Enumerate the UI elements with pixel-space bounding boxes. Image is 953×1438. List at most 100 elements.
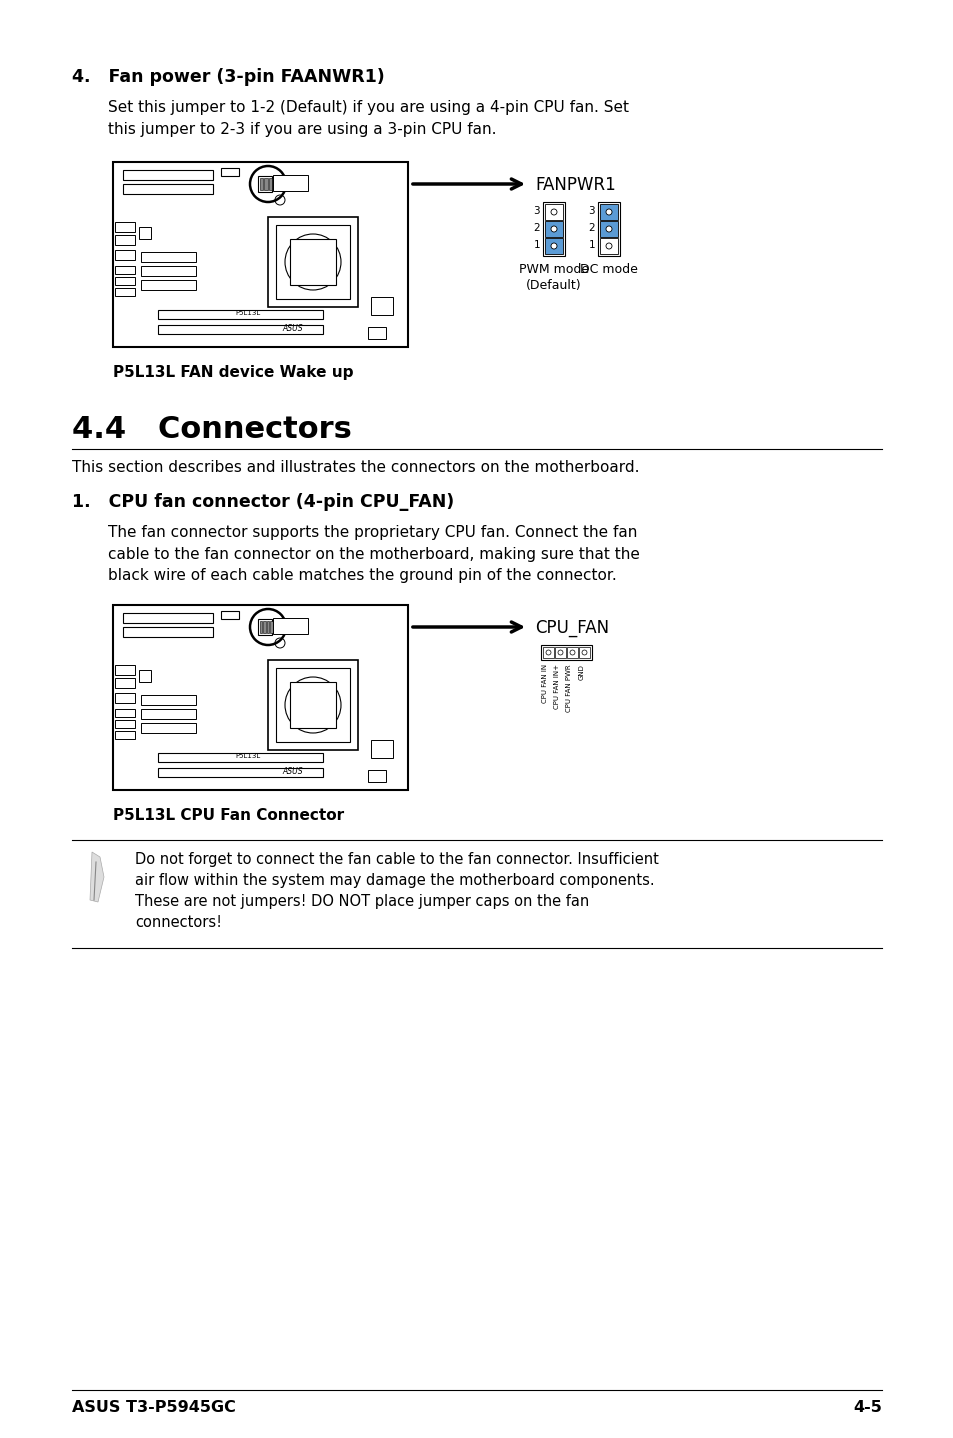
Text: CPU FAN IN+: CPU FAN IN+ [554,664,560,709]
Bar [141,723,195,733]
Bar [139,227,151,239]
Bar [542,201,564,256]
Circle shape [581,650,586,654]
Bar [115,720,135,728]
Text: DC mode: DC mode [579,263,638,276]
Circle shape [605,226,612,232]
Bar [260,621,262,633]
Text: 1: 1 [533,240,539,250]
Bar [115,709,135,718]
Text: This section describes and illustrates the connectors on the motherboard.: This section describes and illustrates t… [71,460,639,475]
Circle shape [569,650,575,654]
Bar [257,618,272,636]
Text: 3: 3 [588,206,595,216]
Circle shape [558,650,562,654]
Text: Set this jumper to 1-2 (Default) if you are using a 4-pin CPU fan. Set
this jump: Set this jumper to 1-2 (Default) if you … [108,101,628,137]
Bar [115,731,135,739]
Text: Do not forget to connect the fan cable to the fan connector. Insufficient
air fl: Do not forget to connect the fan cable t… [135,851,659,930]
Bar [290,239,335,285]
Bar [371,298,393,315]
Circle shape [605,209,612,216]
Bar [115,288,135,296]
Bar [115,234,135,244]
Bar [141,695,195,705]
Text: ASUS T3-P5945GC: ASUS T3-P5945GC [71,1401,235,1415]
Bar [544,221,562,237]
Bar [264,178,268,190]
Bar [599,239,618,255]
Bar [115,664,135,674]
Bar [599,221,618,237]
Bar [123,627,213,637]
Text: 2: 2 [588,223,595,233]
Bar [158,311,323,319]
Text: CPU_FAN: CPU_FAN [535,618,608,637]
Bar [544,239,562,255]
Bar [115,677,135,687]
Text: 2: 2 [533,223,539,233]
Bar [158,754,323,762]
Bar [566,647,578,659]
Bar [141,709,195,719]
Bar [123,613,213,623]
Bar [540,646,592,660]
Bar [267,621,269,633]
Bar [260,178,263,190]
Bar [115,693,135,703]
Bar [371,741,393,758]
Bar [268,660,357,751]
Bar [599,204,618,220]
Bar [273,175,308,191]
Bar [275,669,350,742]
Text: PWM mode
(Default): PWM mode (Default) [518,263,588,292]
Circle shape [551,243,557,249]
Text: 1.   CPU fan connector (4-pin CPU_FAN): 1. CPU fan connector (4-pin CPU_FAN) [71,493,454,510]
Text: ASUS: ASUS [282,766,303,777]
Text: 3: 3 [533,206,539,216]
Bar [115,278,135,285]
Bar [139,670,151,682]
Bar [578,647,589,659]
Text: 1: 1 [588,240,595,250]
Text: CPU FAN PWR: CPU FAN PWR [566,664,572,712]
Text: 4-5: 4-5 [852,1401,882,1415]
Bar [542,647,554,659]
Bar [115,250,135,260]
Bar [273,618,308,634]
Bar [263,621,266,633]
Bar [368,326,386,339]
Bar [141,266,195,276]
Bar [271,621,273,633]
Bar [544,204,562,220]
Bar [221,168,239,175]
Text: P5L13L: P5L13L [235,311,260,316]
Bar [115,221,135,232]
Text: GND: GND [578,664,584,680]
Bar [257,175,272,193]
Circle shape [551,226,557,232]
Bar [269,178,273,190]
Bar [268,217,357,306]
Text: P5L13L FAN device Wake up: P5L13L FAN device Wake up [112,365,354,380]
Bar [290,682,335,728]
Bar [158,325,323,334]
Text: 4.4   Connectors: 4.4 Connectors [71,416,352,444]
Bar [112,162,408,347]
Bar [275,224,350,299]
Bar [221,611,239,618]
Text: ASUS: ASUS [282,324,303,334]
Text: P5L13L: P5L13L [235,754,260,759]
Polygon shape [90,851,104,902]
Bar [123,170,213,180]
Bar [598,201,619,256]
Text: P5L13L CPU Fan Connector: P5L13L CPU Fan Connector [112,808,344,823]
Bar [141,280,195,290]
Bar [141,252,195,262]
Text: 4.   Fan power (3-pin FAANWR1): 4. Fan power (3-pin FAANWR1) [71,68,384,86]
Bar [555,647,565,659]
Bar [112,605,408,789]
Text: CPU FAN IN: CPU FAN IN [542,664,548,703]
Bar [115,266,135,275]
Bar [158,768,323,777]
Bar [368,769,386,782]
